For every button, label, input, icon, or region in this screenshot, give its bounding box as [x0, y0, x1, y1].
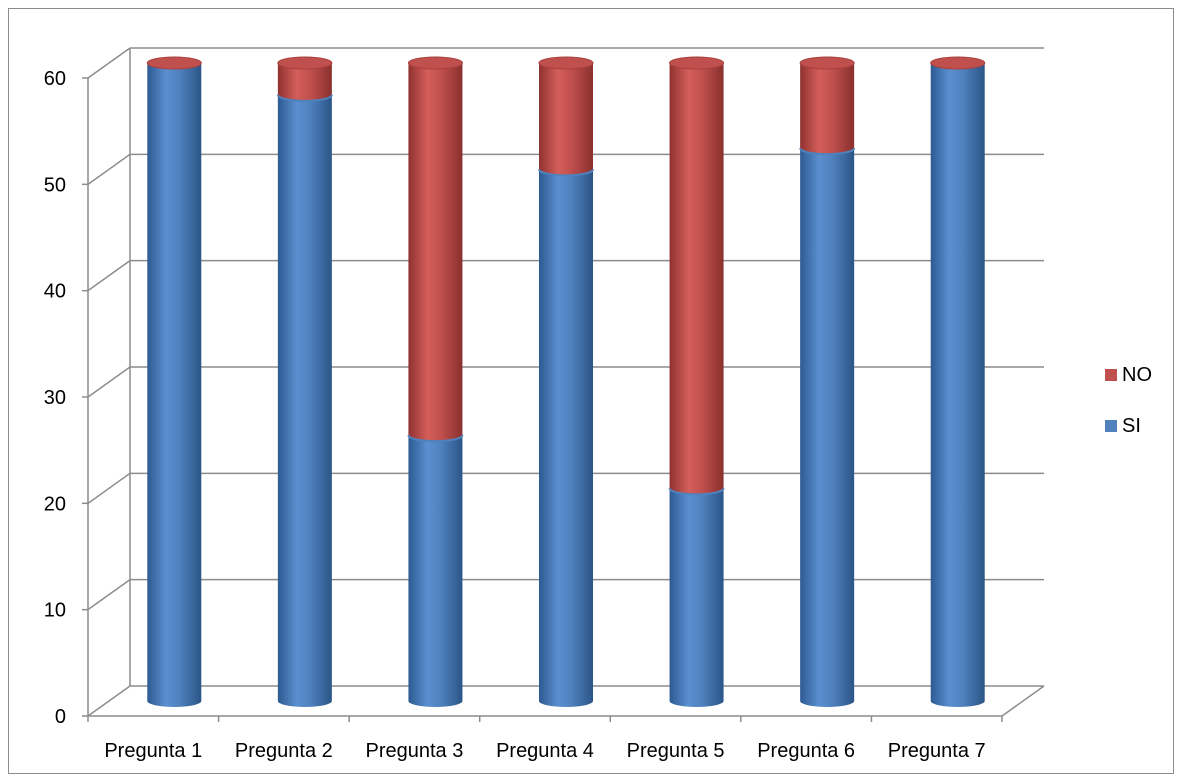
bar-boundary-3	[407, 434, 464, 443]
bar-cap-1	[146, 56, 202, 70]
legend-swatch-si	[1105, 420, 1117, 432]
gridline-side	[87, 579, 131, 611]
bar-si-4	[539, 169, 593, 708]
bar-si-7	[930, 63, 985, 707]
legend-swatch-no	[1105, 369, 1117, 381]
legend-label-si: SI	[1122, 415, 1141, 437]
bar-si-1	[147, 63, 202, 707]
bar-cap-4	[538, 56, 594, 70]
bar-si-3	[408, 435, 463, 707]
bar-cap-5	[669, 56, 725, 70]
bar-cap-6	[799, 56, 855, 70]
floor-right-edge	[1001, 685, 1045, 717]
gridline-side	[87, 47, 131, 79]
x-tick-label: Pregunta 2	[235, 740, 333, 762]
bar-cap-7	[930, 56, 986, 70]
tick-labels: 0 10 20 30 40 50 60 Pregunta 1 Pregunta 2 Pregunt…	[44, 68, 986, 762]
x-tick-label: Pregunta 6	[757, 740, 855, 762]
bar-boundary-5	[668, 488, 725, 496]
bar-no-6	[800, 63, 855, 155]
bar-boundary-6	[799, 147, 856, 156]
bar-no-5	[669, 63, 724, 495]
x-tick-label: Pregunta 5	[627, 740, 725, 762]
bar-no-3	[408, 63, 463, 442]
y-tick-label: 20	[44, 493, 66, 515]
y-tick-label: 50	[44, 174, 66, 196]
x-tick-label: Pregunta 3	[365, 740, 463, 762]
y-tick-label: 60	[44, 68, 66, 90]
x-tick-label: Pregunta 7	[888, 740, 986, 762]
y-tick-label: 0	[55, 706, 66, 728]
bar-no-4	[539, 63, 593, 176]
bar-si-2	[277, 94, 332, 707]
x-tick-label: Pregunta 4	[496, 740, 594, 762]
legend-label-no: NO	[1122, 364, 1152, 386]
gridline-side	[87, 366, 131, 398]
y-tick-label: 40	[44, 281, 66, 303]
gridline-side	[87, 472, 131, 504]
bar-si-6	[800, 148, 855, 708]
bar-no-2	[277, 63, 332, 101]
axes	[82, 77, 1045, 722]
y-tick-label: 10	[44, 600, 66, 622]
y-tick-label: 30	[44, 387, 66, 409]
bar-cap-3	[407, 56, 463, 70]
bars	[146, 56, 986, 708]
gridline-side	[87, 260, 131, 292]
gridline-side	[87, 153, 131, 185]
bar-si-5	[669, 488, 724, 707]
bar-cap-2	[277, 56, 333, 70]
x-tick-label: Pregunta 1	[104, 740, 202, 762]
bar-boundary-2	[276, 94, 333, 102]
bar-boundary-4	[538, 169, 594, 177]
gridline-side	[87, 685, 131, 717]
legend: NO SI	[1105, 364, 1152, 437]
